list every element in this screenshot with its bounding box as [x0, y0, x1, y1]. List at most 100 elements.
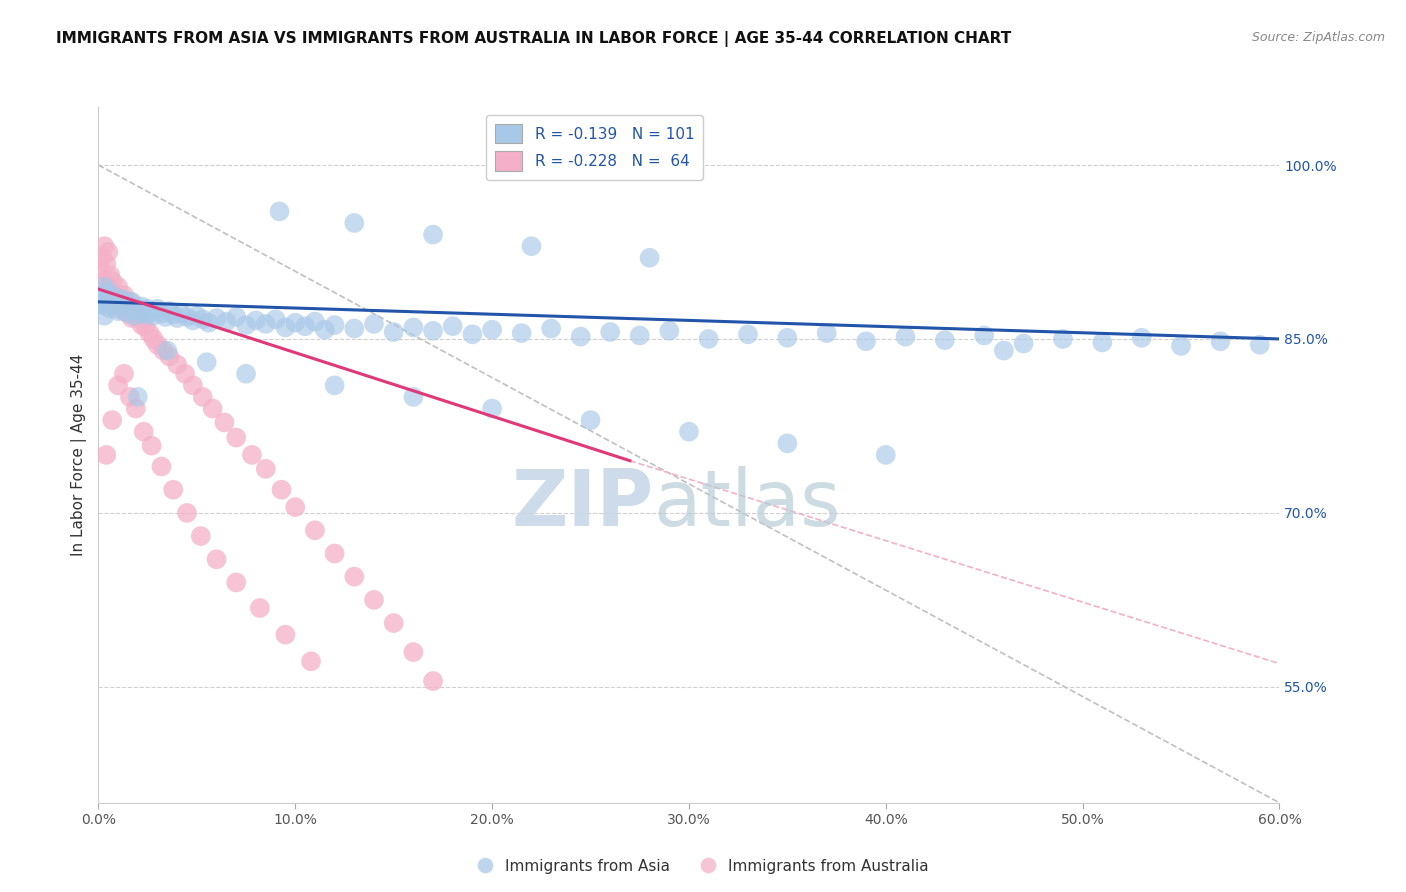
Point: [441, 319, 464, 334]
Point: [107, 280, 129, 294]
Point: [141, 439, 163, 453]
Point: [274, 628, 297, 642]
Point: [181, 378, 204, 392]
Point: [117, 297, 139, 311]
Point: [146, 301, 169, 316]
Point: [96, 257, 118, 271]
Point: [128, 306, 150, 320]
Point: [993, 343, 1015, 358]
Point: [101, 274, 124, 288]
Point: [323, 318, 346, 332]
Point: [111, 303, 134, 318]
Text: atlas: atlas: [654, 466, 841, 541]
Point: [973, 328, 995, 343]
Point: [422, 674, 444, 689]
Point: [481, 323, 503, 337]
Point: [776, 436, 799, 450]
Point: [214, 416, 236, 430]
Point: [125, 401, 148, 416]
Point: [422, 324, 444, 338]
Point: [299, 654, 322, 668]
Point: [157, 350, 180, 364]
Point: [402, 320, 425, 334]
Point: [343, 569, 366, 583]
Text: ZIP: ZIP: [512, 466, 654, 541]
Point: [540, 321, 562, 335]
Point: [254, 317, 277, 331]
Point: [93, 274, 115, 288]
Y-axis label: In Labor Force | Age 35-44: In Labor Force | Age 35-44: [72, 354, 87, 556]
Point: [1170, 339, 1192, 353]
Point: [117, 306, 139, 320]
Point: [776, 331, 799, 345]
Point: [125, 301, 148, 315]
Point: [894, 329, 917, 343]
Point: [135, 320, 157, 334]
Point: [181, 313, 204, 327]
Point: [118, 390, 141, 404]
Point: [121, 294, 143, 309]
Point: [855, 334, 877, 349]
Point: [136, 301, 159, 316]
Point: [96, 448, 118, 462]
Point: [156, 343, 179, 358]
Point: [195, 355, 218, 369]
Point: [89, 294, 111, 309]
Point: [343, 321, 366, 335]
Point: [98, 268, 121, 282]
Point: [249, 601, 271, 615]
Point: [697, 332, 720, 346]
Point: [323, 378, 346, 392]
Point: [112, 288, 135, 302]
Point: [201, 401, 224, 416]
Point: [97, 244, 120, 259]
Point: [152, 343, 174, 358]
Point: [678, 425, 700, 439]
Point: [284, 500, 307, 514]
Point: [166, 358, 188, 372]
Point: [105, 297, 128, 311]
Point: [1249, 338, 1271, 352]
Point: [107, 378, 129, 392]
Point: [402, 390, 425, 404]
Point: [91, 297, 114, 311]
Point: [103, 285, 125, 300]
Point: [235, 367, 257, 381]
Point: [461, 327, 484, 342]
Point: [132, 304, 155, 318]
Point: [314, 323, 336, 337]
Point: [197, 316, 219, 330]
Point: [254, 462, 277, 476]
Text: Source: ZipAtlas.com: Source: ZipAtlas.com: [1251, 31, 1385, 45]
Point: [132, 425, 155, 439]
Point: [628, 328, 651, 343]
Point: [520, 239, 543, 253]
Point: [93, 280, 115, 294]
Point: [569, 329, 592, 343]
Point: [235, 318, 257, 332]
Point: [422, 227, 444, 242]
Point: [176, 506, 198, 520]
Point: [363, 592, 385, 607]
Point: [135, 308, 157, 322]
Point: [174, 367, 197, 381]
Point: [737, 327, 759, 342]
Point: [190, 529, 212, 543]
Point: [934, 333, 956, 347]
Point: [510, 326, 533, 341]
Legend: Immigrants from Asia, Immigrants from Australia: Immigrants from Asia, Immigrants from Au…: [471, 853, 935, 880]
Point: [112, 367, 135, 381]
Point: [138, 326, 160, 341]
Point: [96, 300, 118, 314]
Point: [363, 317, 385, 331]
Point: [131, 300, 153, 314]
Point: [1130, 331, 1153, 345]
Point: [599, 325, 621, 339]
Point: [101, 293, 124, 308]
Point: [1091, 335, 1114, 350]
Point: [382, 325, 405, 339]
Point: [93, 239, 115, 253]
Point: [142, 332, 165, 346]
Point: [97, 291, 120, 305]
Point: [245, 313, 267, 327]
